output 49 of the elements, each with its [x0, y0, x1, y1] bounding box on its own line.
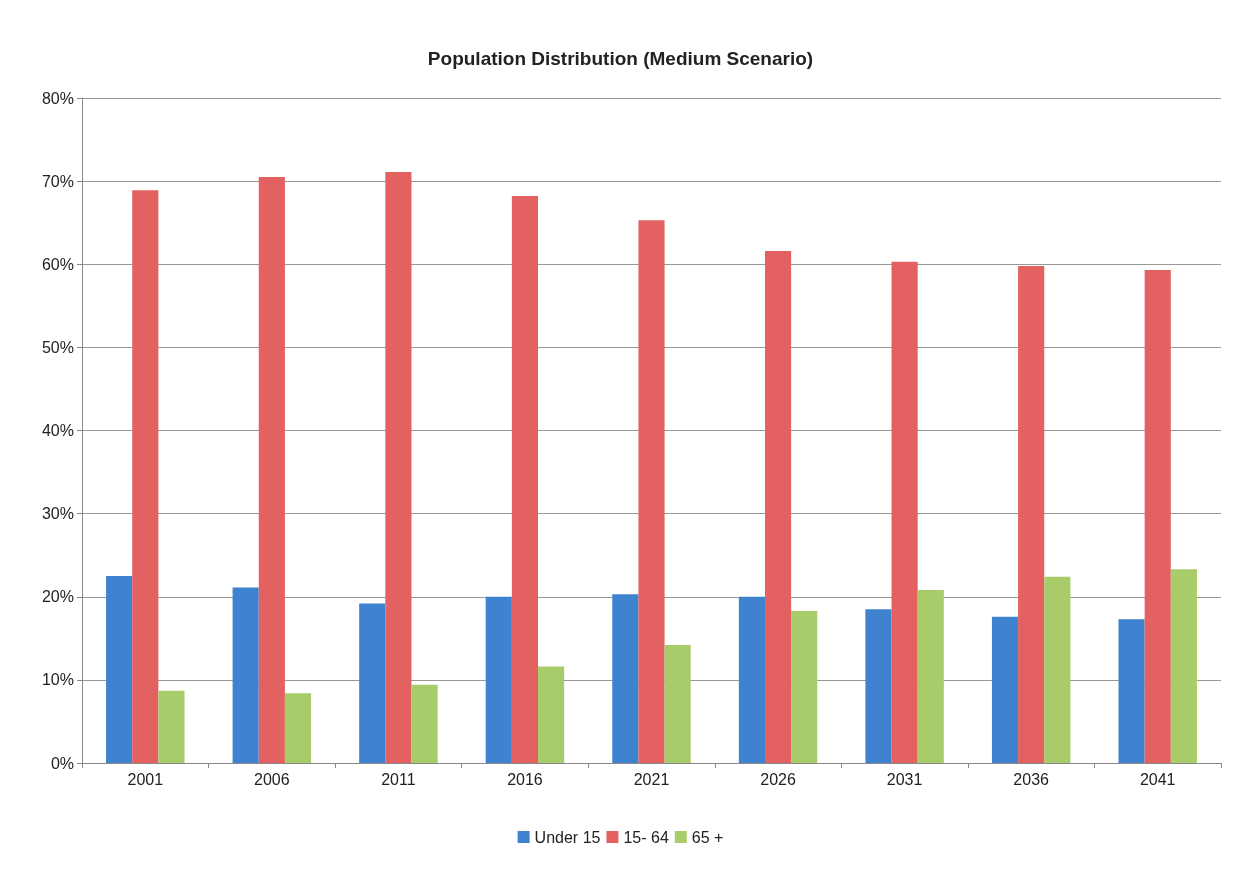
bar [232, 587, 259, 763]
bar [106, 575, 133, 763]
x-tick-label: 2026 [760, 770, 796, 788]
bar [612, 594, 639, 763]
x-tick-label: 2016 [507, 770, 543, 788]
x-tick-label: 2036 [1013, 770, 1050, 788]
legend-label: Under 15 [534, 828, 601, 846]
bar [865, 609, 892, 763]
y-tick-label: 10% [41, 671, 74, 689]
bar [791, 610, 818, 763]
x-tick-label: 2031 [886, 770, 923, 788]
bar [891, 261, 918, 763]
bar [1018, 265, 1045, 763]
y-tick-label: 20% [41, 588, 74, 606]
bar [511, 196, 539, 763]
y-tick-label: 80% [41, 89, 74, 107]
y-tick-label: 0% [50, 754, 74, 772]
bar [1144, 270, 1171, 763]
bar [385, 171, 412, 763]
bar [991, 616, 1019, 763]
x-tick-label: 2021 [633, 770, 670, 788]
bar [638, 220, 665, 763]
y-tick-label: 60% [41, 255, 74, 273]
x-tick-label: 2001 [127, 770, 164, 788]
bar [917, 590, 944, 763]
bar [1118, 619, 1145, 763]
y-tick-label: 50% [41, 338, 74, 356]
bar [485, 596, 512, 763]
bar [411, 684, 438, 763]
x-tick-label: 2011 [381, 770, 416, 788]
bar [1170, 569, 1197, 763]
bar [764, 250, 792, 763]
chart-title: Population Distribution (Medium Scenario) [427, 48, 814, 69]
bar [664, 644, 691, 763]
bar [738, 596, 765, 763]
legend-label: 65 + [691, 828, 724, 846]
x-tick-label: 2041 [1139, 770, 1176, 788]
bar [158, 690, 185, 763]
bar [359, 603, 386, 763]
bar [1044, 576, 1071, 763]
bar [132, 190, 159, 763]
y-tick-label: 40% [41, 422, 74, 439]
y-tick-label: 30% [41, 505, 74, 523]
bar [538, 666, 565, 763]
legend-label: 15- 64 [623, 828, 669, 846]
bar [284, 693, 312, 763]
x-tick-label: 2006 [254, 770, 290, 788]
bar [258, 176, 285, 763]
y-tick-label: 70% [41, 172, 74, 190]
